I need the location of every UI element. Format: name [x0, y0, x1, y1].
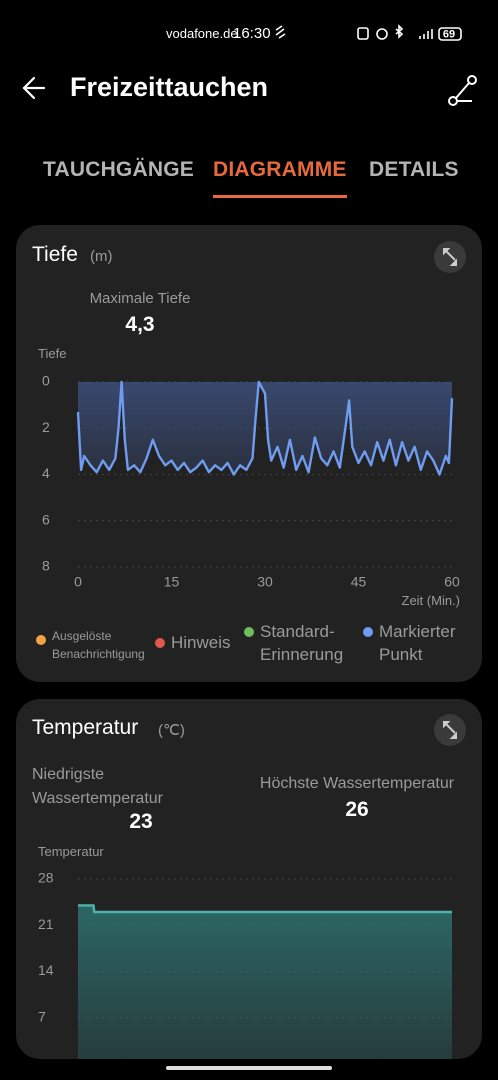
y-tick-label: 4 — [42, 465, 50, 481]
clock: 16:30 — [233, 25, 271, 42]
legend-swatch — [244, 626, 254, 637]
card-title: Tiefe — [32, 243, 78, 266]
legend-item: Standard-Erinnerung — [244, 620, 344, 666]
expand-button[interactable] — [434, 241, 466, 273]
stat-label: Maximale Tiefe — [89, 290, 191, 307]
tab[interactable]: DIAGRAMME — [213, 158, 347, 181]
legend-item: Hinweis — [155, 631, 245, 654]
legend-item: Ausgelöste Benachrichtigung — [36, 627, 146, 663]
y-tick-label: 14 — [38, 962, 54, 978]
x-tick-label: 15 — [164, 574, 180, 590]
card-unit: (℃) — [158, 722, 185, 739]
y-tick-label: 2 — [42, 419, 50, 435]
stat-label: Höchste Wassertemperatur — [259, 775, 455, 792]
home-indicator — [166, 1066, 332, 1070]
tab[interactable]: TAUCHGÄNGE — [43, 158, 194, 181]
x-tick-label: 0 — [74, 574, 82, 590]
depth-plot: 0 2 4 6 8 0 15 30 45 60 — [42, 373, 460, 590]
x-tick-label: 60 — [444, 574, 460, 590]
card-title: Temperatur — [32, 716, 139, 739]
stat-value: 23 — [129, 810, 153, 833]
y-tick-label: 8 — [42, 558, 50, 574]
y-tick-label: 0 — [42, 373, 50, 389]
battery-level: 69 — [443, 28, 455, 40]
carrier: vodafone.de — [166, 26, 238, 41]
card-unit: (m) — [90, 248, 113, 265]
legend-label: Markierter Punkt — [379, 622, 456, 664]
expand-button[interactable] — [434, 714, 466, 746]
legend-label: Standard-Erinnerung — [260, 622, 344, 664]
line — [78, 904, 452, 914]
y-tick-label: 7 — [38, 1008, 46, 1024]
x-tick-label: 30 — [257, 574, 273, 590]
area — [78, 382, 452, 475]
x-axis-label: Zeit (Min.) — [401, 593, 461, 608]
stat-value: 4,3 — [125, 313, 155, 336]
page-title: Freizeittauchen — [70, 72, 269, 102]
y-axis-label: Tiefe — [38, 346, 67, 361]
legend-label: Ausgelöste Benachrichtigung — [52, 629, 145, 661]
legend-swatch — [363, 626, 373, 637]
x-tick-label: 45 — [351, 574, 367, 590]
back-button[interactable] — [22, 76, 46, 100]
legend-label: Hinweis — [171, 633, 231, 652]
y-tick-label: 6 — [42, 511, 50, 527]
stat-label: Niedrigste Wassertemperatur — [32, 766, 163, 807]
y-tick-label: 21 — [38, 916, 54, 932]
route-button[interactable] — [448, 75, 477, 106]
stat-value: 26 — [345, 798, 369, 821]
tab[interactable]: DETAILS — [369, 158, 459, 181]
temperature-plot: 28 21 14 7 — [38, 870, 452, 1059]
status-icons — [275, 24, 462, 41]
y-tick-label: 28 — [38, 870, 54, 886]
legend-swatch — [155, 637, 165, 648]
tab-indicator — [213, 195, 347, 198]
line — [76, 380, 454, 476]
y-axis-label: Temperatur — [38, 844, 104, 859]
area — [78, 905, 452, 1059]
legend-item: Markierter Punkt — [363, 620, 463, 666]
legend-swatch — [36, 635, 46, 645]
